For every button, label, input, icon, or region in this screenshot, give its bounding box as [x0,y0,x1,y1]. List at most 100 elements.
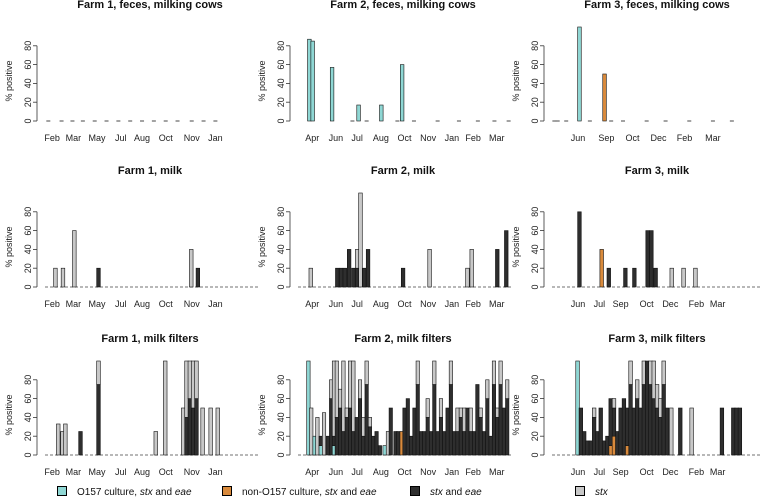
legend-conj: and [442,487,466,498]
bar-segment-stx_eae [445,407,450,456]
y-tick-label: 80 [23,375,33,385]
panel-title: Farm 2, milk filters [354,333,451,345]
bar-segment-stx_eae [432,384,437,456]
bar-segment-stx_eae [351,431,356,456]
bar-segment-stx_eae [419,431,424,456]
y-tick-label: 20 [530,97,540,107]
bar-segment-stx [153,431,158,456]
x-tick-label: Jun [329,133,344,143]
x-tick-label: Oct [159,467,174,477]
bar-segment-stx_eae [415,384,420,456]
bar-segment-non [602,73,607,122]
x-tick-label: Oct [640,299,655,309]
y-tick-label: 60 [276,60,286,70]
bar-segment-stx_eae [475,384,480,456]
bar-segment-stx_eae [78,431,83,456]
y-tick-label: 80 [530,375,540,385]
bar-segment-stx [308,267,313,288]
x-tick-label: Mar [710,467,726,477]
x-tick-label: Aug [134,467,150,477]
bar-segment-stx [681,267,686,288]
bar-segment-stx [358,379,363,399]
legend-gene-1: stx [139,487,153,498]
x-tick-label: Nov [420,299,437,309]
legend-swatch-stx [575,486,585,496]
x-tick-label: Oct [397,467,412,477]
y-axis-label: % positive [511,226,521,267]
bar-segment-stx [309,407,314,456]
x-tick-label: Mar [489,299,505,309]
x-tick-label: Dec [662,299,679,309]
x-tick-label: Feb [465,299,481,309]
y-tick-label: 0 [276,452,286,457]
x-tick-label: Jul [115,467,127,477]
panel-8: Farm 2, milk filters 0 20 40 60 80 % positive A… [257,333,511,477]
bar-segment-stx_eae [505,398,510,456]
bar-segment-stx [189,249,194,288]
y-tick-label: 40 [530,78,540,88]
bar-segment-o157 [577,26,582,122]
panel-title: Farm 3, milk filters [608,333,705,345]
bar-segment-stx [338,388,343,409]
x-tick-label: Sep [613,299,629,309]
y-tick-label: 0 [276,284,286,289]
x-tick-label: Jul [351,133,363,143]
bar-segment-stx_eae [664,407,670,456]
bar-segment-stx_eae [498,384,503,456]
panel-title: Farm 3, milk [625,165,690,177]
x-tick-label: Jan [445,133,460,143]
bar-segment-stx_eae [495,249,500,288]
x-tick-label: Jul [115,299,127,309]
bar-segment-stx_eae [335,267,340,288]
bar-segment-stx [455,407,460,432]
bar-segment-stx [485,379,490,399]
bar-segment-stx [315,417,320,456]
bar-segment-stx [438,398,443,418]
y-tick-label: 80 [276,375,286,385]
bar-segment-stx_eae [96,267,101,288]
x-tick-label: Aug [134,299,150,309]
bar-segment-stx_eae [485,398,490,456]
bar-segment-stx [693,267,698,288]
bar-segment-stx [358,192,363,288]
bar-segment-stx_eae [374,431,379,456]
bar-segment-stx [56,423,61,456]
bar-segment-stx [432,360,437,385]
y-axis-label: % positive [4,394,14,435]
bar-segment-stx_eae [318,435,323,446]
y-tick-label: 0 [530,284,540,289]
bar-segment-stx [505,379,510,399]
bar-segment-stx [465,267,470,288]
bar-segment-stx_eae [495,417,500,456]
bar-segment-stx_eae [325,435,330,456]
x-tick-label: Jun [571,299,586,309]
bar-segment-stx [96,360,101,385]
panel-title: Farm 3, feces, milking cows [584,0,730,11]
x-tick-label: Nov [184,467,201,477]
bar-segment-stx [215,407,220,456]
y-tick-label: 60 [23,394,33,404]
legend-item-non-o157: non-O157 culture, stx and eae [222,486,377,498]
legend-conj: and [152,487,175,498]
x-tick-label: May [89,133,107,143]
bar-segment-stx_eae [462,431,467,456]
legend-gene-2: eae [359,487,377,498]
bar-segment-stx [72,230,77,288]
bar-segment-stx [669,407,674,456]
y-axis-label: % positive [511,394,521,435]
x-tick-label: Jun [329,467,344,477]
y-tick-label: 80 [530,41,540,51]
y-tick-label: 0 [530,452,540,457]
bar-segment-stx_eae [653,267,658,288]
x-tick-label: Feb [44,133,60,143]
x-tick-label: Jan [208,299,223,309]
bar-segment-stx [425,398,430,418]
bar-segment-stx_eae [501,407,506,456]
bar-segment-stx_eae [388,407,393,456]
panel-3: Farm 3, feces, milking cows 0 20 40 60 80 % po… [511,0,734,143]
bar-segment-stx_eae [358,398,363,456]
panel-title: Farm 1, milk filters [101,333,198,345]
y-tick-label: 20 [23,97,33,107]
y-tick-label: 0 [23,452,33,457]
